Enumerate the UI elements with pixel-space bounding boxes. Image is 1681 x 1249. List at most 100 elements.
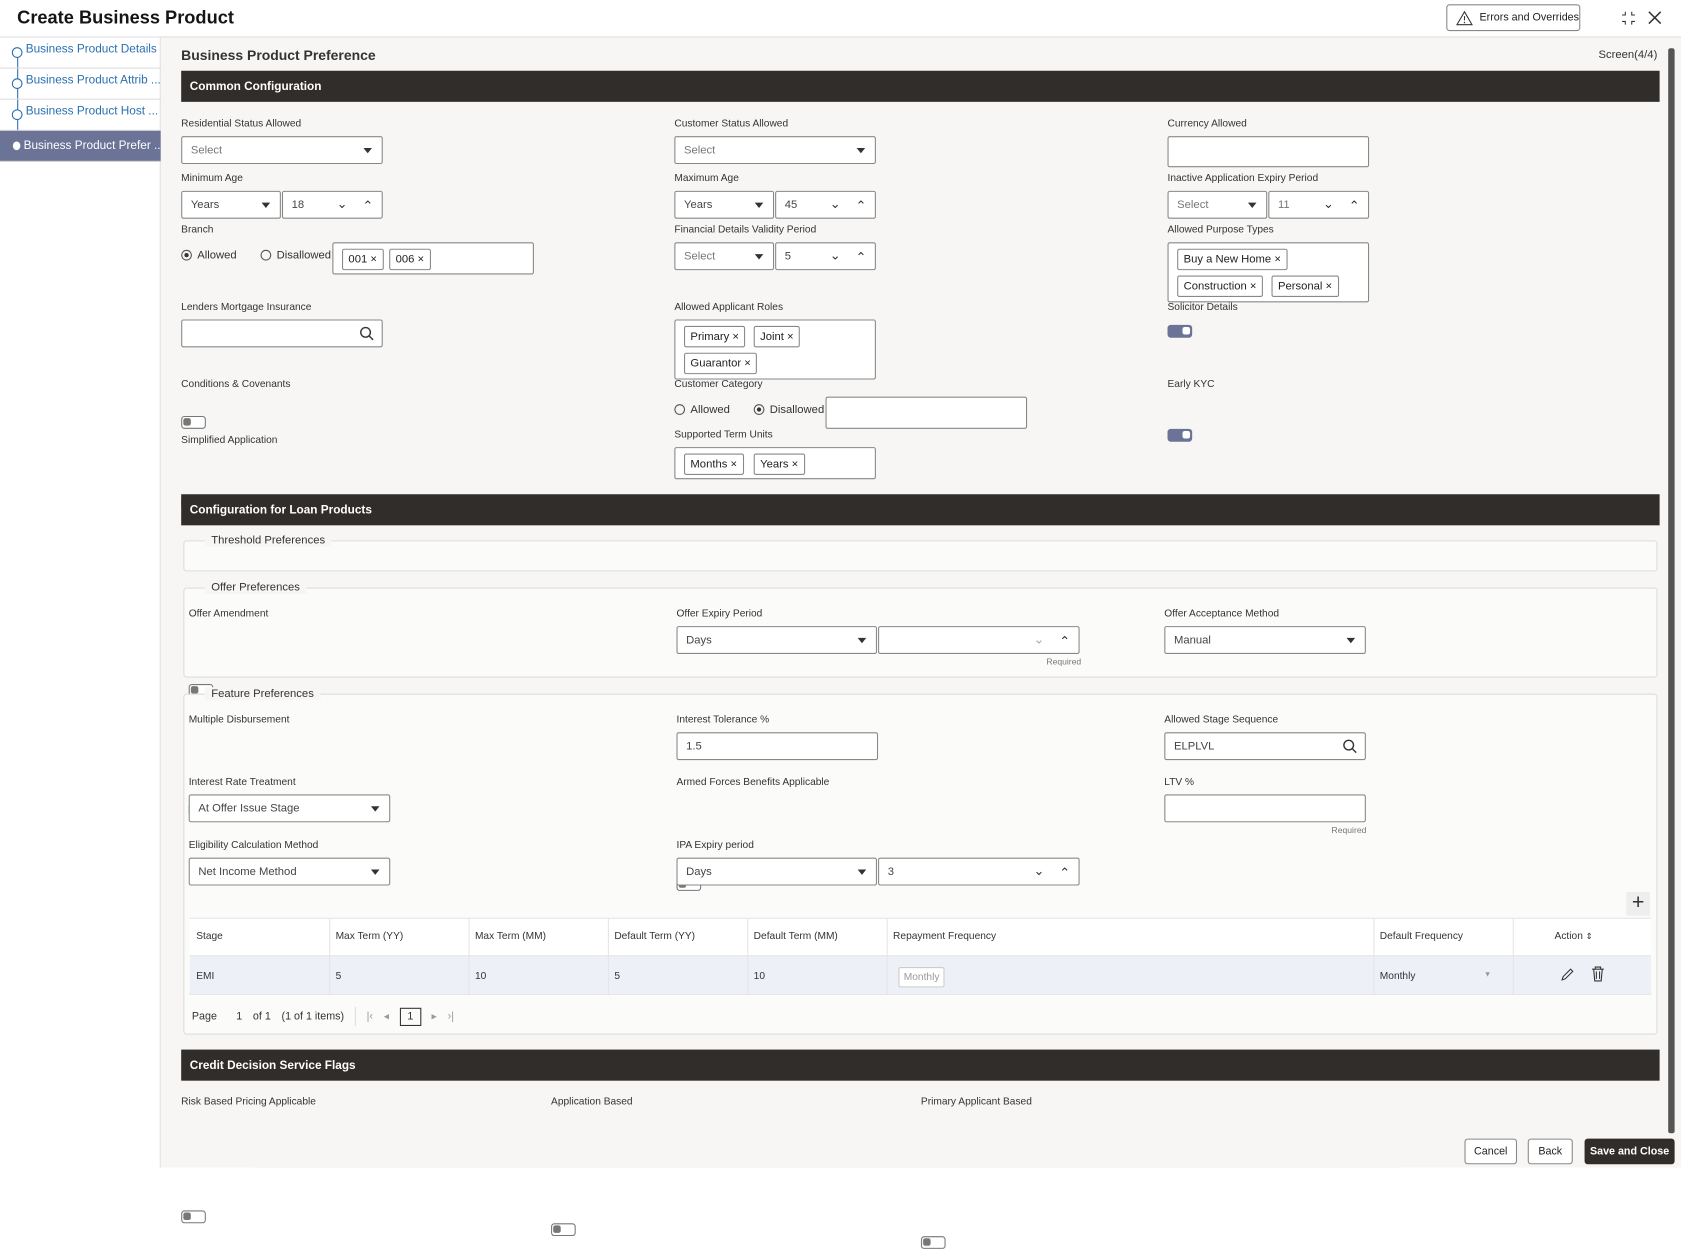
offer-expiry-unit-select[interactable]: Days	[676, 626, 877, 654]
tag-chip[interactable]: Personal ×	[1271, 275, 1339, 297]
conditions-covenants-toggle[interactable]	[181, 415, 206, 429]
minimize-icon[interactable]	[1621, 11, 1636, 26]
early-kyc-toggle[interactable]	[1167, 428, 1193, 442]
check-circle-icon	[11, 78, 23, 89]
field-label: Financial Details Validity Period	[674, 224, 817, 236]
offer-expiry-stepper[interactable]: ⌄ ⌃	[878, 626, 1080, 654]
last-page-icon[interactable]: ›|	[447, 1010, 455, 1023]
add-row-button[interactable]: +	[1626, 891, 1650, 916]
chevron-down-icon[interactable]: ⌄	[1033, 631, 1045, 647]
chevron-down-icon[interactable]: ⌄	[829, 247, 841, 263]
category-allowed-radio[interactable]: Allowed	[674, 403, 730, 416]
financial-validity-stepper[interactable]: 5 ⌄ ⌃	[775, 242, 876, 271]
field-label: Eligibility Calculation Method	[188, 839, 319, 852]
chevron-down-icon[interactable]: ⌄	[829, 196, 841, 212]
tag-chip[interactable]: Months ×	[683, 453, 744, 475]
search-icon[interactable]	[359, 326, 374, 341]
default-frequency-select[interactable]: Monthly ▼	[1379, 970, 1492, 983]
tag-chip[interactable]: 001 ×	[341, 248, 384, 271]
action-column-header[interactable]: Action ⇕	[1554, 930, 1593, 943]
sidebar-item-attributes[interactable]: Business Product Attrib ...	[0, 69, 161, 100]
save-and-close-button[interactable]: Save and Close	[1584, 1138, 1675, 1165]
solicitor-details-toggle[interactable]	[1167, 324, 1193, 338]
min-age-stepper[interactable]: 18 ⌄ ⌃	[281, 190, 383, 219]
sidebar-item-host[interactable]: Business Product Host ...	[0, 100, 161, 131]
financial-validity-unit-select[interactable]: Select	[674, 242, 775, 271]
required-hint: Required	[1046, 657, 1082, 667]
chevron-up-icon[interactable]: ⌃	[855, 198, 867, 214]
currency-input[interactable]	[1167, 136, 1370, 168]
chevron-up-icon[interactable]: ⌃	[855, 249, 867, 265]
page-header-title: Create Business Product	[17, 7, 234, 28]
field-label: Offer Acceptance Method	[1164, 607, 1280, 620]
lmi-search-input[interactable]	[181, 319, 383, 348]
close-icon[interactable]	[1648, 11, 1662, 25]
residential-status-select[interactable]: Select	[181, 136, 383, 165]
prev-page-icon[interactable]: ◂	[383, 1010, 390, 1023]
eligibility-method-select[interactable]: Net Income Method	[188, 857, 391, 886]
column-header: Max Term (MM)	[474, 930, 547, 943]
max-age-stepper[interactable]: 45 ⌄ ⌃	[775, 190, 876, 219]
purpose-types-tag-input[interactable]: Buy a New Home × Construction × Personal…	[1167, 242, 1370, 303]
ltv-input[interactable]	[1164, 794, 1366, 823]
first-page-icon[interactable]: |‹	[366, 1010, 373, 1023]
offer-acceptance-select[interactable]: Manual	[1164, 626, 1366, 654]
tag-chip[interactable]: 006 ×	[389, 248, 431, 271]
ipa-expiry-unit-select[interactable]: Days	[676, 857, 877, 886]
branch-disallowed-radio[interactable]: Disallowed	[260, 249, 331, 262]
tag-chip[interactable]: Joint ×	[753, 325, 801, 348]
tag-chip[interactable]: Years ×	[753, 453, 805, 475]
ipa-expiry-stepper[interactable]: 3 ⌄ ⌃	[878, 857, 1080, 886]
tag-chip[interactable]: Guarantor ×	[683, 352, 758, 375]
next-page-icon[interactable]: ▸	[431, 1010, 437, 1023]
term-units-tag-input[interactable]: Months × Years ×	[674, 447, 876, 480]
scrollbar[interactable]	[1668, 48, 1675, 1134]
field-label: Offer Expiry Period	[676, 607, 763, 620]
chevron-down-icon[interactable]: ⌄	[1033, 863, 1045, 879]
interest-tolerance-input[interactable]: 1.5	[676, 732, 879, 761]
fieldset-legend: Feature Preferences	[204, 687, 321, 701]
max-age-unit-select[interactable]: Years	[674, 190, 775, 219]
chevron-up-icon[interactable]: ⌃	[1348, 198, 1360, 214]
risk-based-pricing-toggle[interactable]	[181, 1210, 206, 1224]
rate-treatment-select[interactable]: At Offer Issue Stage	[188, 794, 391, 823]
current-page-button[interactable]: 1	[399, 1007, 421, 1026]
chevron-up-icon[interactable]: ⌃	[1059, 633, 1071, 649]
chevron-down-icon[interactable]: ⌄	[336, 196, 348, 212]
tag-chip[interactable]: Construction ×	[1177, 275, 1263, 297]
primary-applicant-toggle[interactable]	[920, 1236, 946, 1249]
stage-sequence-search-input[interactable]: ELPLVL	[1164, 732, 1366, 761]
search-icon[interactable]	[1342, 739, 1357, 754]
category-disallowed-radio[interactable]: Disallowed	[753, 403, 824, 416]
customer-category-input[interactable]	[825, 396, 1028, 429]
field-label: Branch	[181, 224, 214, 236]
column-header: Repayment Frequency	[893, 930, 997, 943]
branch-tag-input[interactable]: 001 × 006 ×	[332, 242, 534, 275]
current-step-icon	[12, 141, 21, 151]
chevron-up-icon[interactable]: ⌃	[1059, 865, 1071, 881]
fieldset-legend: Threshold Preferences	[204, 533, 332, 547]
delete-icon[interactable]	[1591, 966, 1605, 982]
edit-icon[interactable]	[1560, 967, 1575, 982]
page-title: Business Product Preference	[181, 47, 376, 64]
field-label: Customer Category	[674, 378, 763, 391]
min-age-unit-select[interactable]: Years	[181, 190, 281, 219]
customer-status-select[interactable]: Select	[674, 136, 876, 165]
tag-chip[interactable]: Buy a New Home ×	[1177, 248, 1288, 271]
inactive-expiry-stepper[interactable]: 11 ⌄ ⌃	[1268, 190, 1370, 219]
cell-default-term-mm: 10	[753, 970, 766, 983]
application-based-toggle[interactable]	[551, 1223, 576, 1237]
chevron-up-icon[interactable]: ⌃	[362, 198, 374, 214]
sidebar-item-preference[interactable]: Business Product Prefer ...	[0, 130, 161, 162]
sidebar-item-details[interactable]: Business Product Details	[0, 38, 161, 69]
page-input[interactable]: 1	[236, 1010, 243, 1023]
sort-icon[interactable]: ⇕	[1585, 931, 1593, 942]
errors-and-overrides-button[interactable]: Errors and Overrides	[1446, 4, 1581, 32]
chevron-down-icon[interactable]: ⌄	[1322, 196, 1334, 212]
inactive-expiry-unit-select[interactable]: Select	[1167, 190, 1268, 219]
branch-allowed-radio[interactable]: Allowed	[181, 249, 237, 262]
applicant-roles-tag-input[interactable]: Primary × Joint × Guarantor ×	[674, 319, 876, 380]
back-button[interactable]: Back	[1527, 1138, 1573, 1165]
tag-chip[interactable]: Primary ×	[683, 325, 746, 348]
cancel-button[interactable]: Cancel	[1464, 1138, 1518, 1165]
